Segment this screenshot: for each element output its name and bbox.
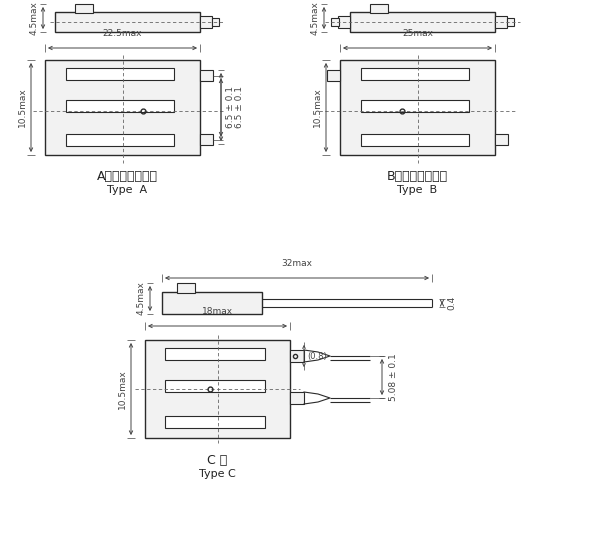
Text: 6.5 ± 0.1: 6.5 ± 0.1 — [226, 86, 235, 128]
Text: 10.5max: 10.5max — [118, 369, 127, 409]
Bar — [338, 16, 350, 28]
Text: 0.4: 0.4 — [447, 296, 456, 310]
Bar — [200, 70, 213, 81]
Bar — [162, 292, 262, 314]
Bar — [165, 380, 265, 392]
Bar — [290, 350, 304, 362]
Text: B型（异侧端子）: B型（异侧端子） — [387, 171, 448, 184]
Bar — [165, 416, 265, 428]
Text: 18max: 18max — [202, 307, 233, 316]
Bar — [361, 134, 469, 146]
Bar — [361, 100, 469, 112]
Bar — [370, 4, 388, 13]
Text: C 型: C 型 — [208, 453, 227, 467]
Bar — [290, 392, 304, 404]
Bar — [212, 18, 219, 26]
Text: 6.5 ± 0.1: 6.5 ± 0.1 — [235, 87, 244, 129]
Text: (0.8): (0.8) — [307, 352, 327, 360]
Bar — [200, 134, 213, 145]
Bar — [177, 283, 195, 293]
Bar — [331, 18, 339, 26]
Text: 4.5max: 4.5max — [137, 282, 146, 316]
Bar — [340, 60, 495, 155]
Bar — [361, 68, 469, 80]
Bar — [327, 70, 340, 81]
Bar — [75, 4, 93, 13]
Bar — [66, 68, 174, 80]
Bar — [145, 340, 290, 438]
Bar — [350, 12, 495, 32]
Text: A型（同侧端子）: A型（同侧端子） — [97, 171, 158, 184]
Text: 10.5max: 10.5max — [18, 88, 27, 128]
Bar — [495, 16, 507, 28]
Bar — [55, 12, 200, 32]
Bar — [66, 134, 174, 146]
Text: 4.5max: 4.5max — [311, 1, 320, 35]
Text: Type  B: Type B — [397, 185, 437, 195]
Text: Type  A: Type A — [107, 185, 148, 195]
Text: Type C: Type C — [199, 469, 236, 479]
Bar — [66, 100, 174, 112]
Bar — [45, 60, 200, 155]
Text: 32max: 32max — [281, 259, 313, 268]
Bar — [495, 134, 508, 145]
Text: 4.5max: 4.5max — [30, 1, 39, 35]
Bar — [507, 18, 514, 26]
Bar — [200, 16, 212, 28]
Text: 25max: 25max — [402, 29, 433, 38]
Text: 5.08 ± 0.1: 5.08 ± 0.1 — [389, 353, 398, 401]
Text: 10.5max: 10.5max — [313, 88, 322, 128]
Text: 22.5max: 22.5max — [103, 29, 142, 38]
Bar — [165, 348, 265, 360]
